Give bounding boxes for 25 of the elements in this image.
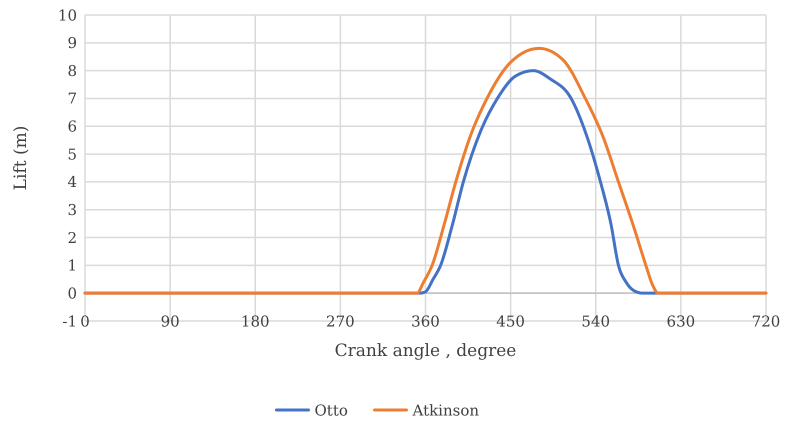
legend-label: Atkinson	[412, 401, 480, 420]
x-tick-label: 90	[160, 312, 180, 330]
y-tick-label: 7	[67, 90, 77, 108]
y-tick-label: 8	[67, 62, 77, 80]
y-tick-label: 10	[58, 6, 77, 24]
x-tick-label: 630	[666, 312, 696, 330]
y-tick-label: 1	[67, 256, 77, 275]
y-tick-label: -1	[62, 312, 77, 330]
legend-label: Otto	[314, 401, 348, 420]
x-tick-label: 450	[496, 312, 525, 330]
y-tick-label: 9	[67, 34, 77, 52]
y-tick-label: 4	[67, 173, 77, 192]
y-axis-title: Lift (m)	[11, 126, 31, 190]
x-tick-label: 540	[581, 312, 610, 330]
y-tick-label: 6	[67, 118, 77, 136]
x-tick-label: 0	[80, 312, 90, 330]
x-axis-title: Crank angle , degree	[334, 341, 516, 361]
x-tick-label: 720	[752, 312, 780, 330]
y-tick-label: 5	[67, 145, 77, 164]
x-tick-label: 270	[326, 312, 355, 330]
y-tick-label: 2	[67, 228, 77, 247]
y-tick-label: 0	[67, 284, 77, 302]
x-tick-label: 360	[411, 312, 440, 330]
y-tick-label: 3	[67, 200, 77, 219]
x-tick-label: 180	[240, 312, 270, 330]
